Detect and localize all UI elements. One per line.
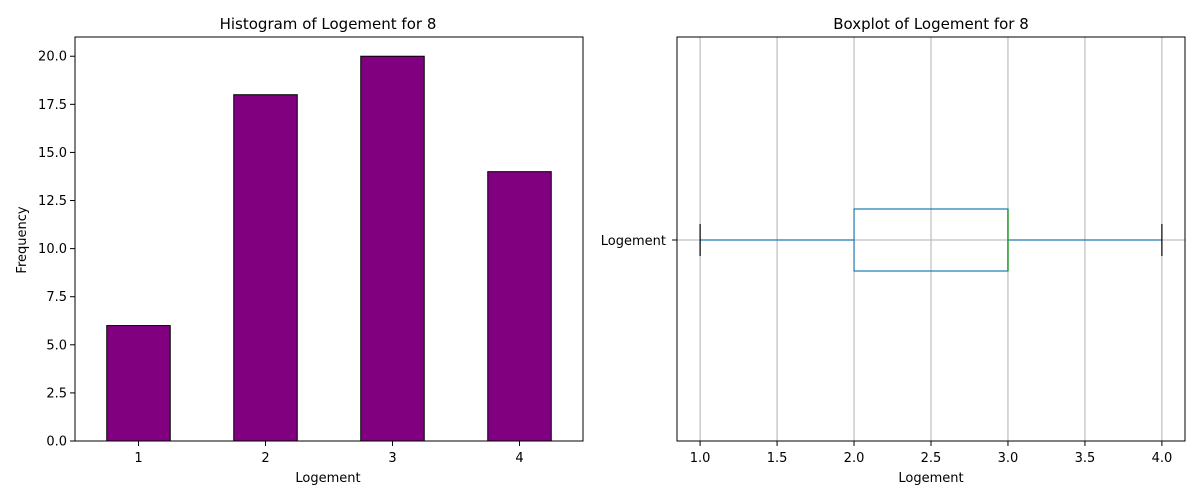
histogram-y-tick-label: 0.0 xyxy=(46,435,67,450)
boxplot-x-tick-label: 3.5 xyxy=(1075,451,1096,466)
boxplot-x-tick-label: 1.5 xyxy=(767,451,788,466)
histogram-y-tick-label: 20.0 xyxy=(38,50,67,65)
boxplot-x-axis-label: Logement xyxy=(898,471,963,486)
histogram-y-tick-label: 10.0 xyxy=(38,242,67,257)
histogram-bar xyxy=(233,94,298,442)
histogram-x-axis-label: Logement xyxy=(295,471,360,486)
histogram-y-tick-label: 2.5 xyxy=(46,386,67,401)
histogram-y-tick-label: 12.5 xyxy=(38,194,67,209)
boxplot-x-tick-label: 3.0 xyxy=(998,451,1019,466)
boxplot-title: Boxplot of Logement for 8 xyxy=(833,15,1029,33)
histogram-x-tick-label: 2 xyxy=(261,451,269,466)
boxplot-x-tick-label: 1.0 xyxy=(690,451,711,466)
histogram-x-tick-label: 3 xyxy=(388,451,396,466)
histogram-y-tick-label: 15.0 xyxy=(38,146,67,161)
histogram-y-tick-label: 5.0 xyxy=(46,338,67,353)
histogram-bar xyxy=(106,325,171,442)
histogram-x-tick-label: 1 xyxy=(134,451,142,466)
histogram-x-ticks: 1 2 3 4 xyxy=(134,441,524,466)
histogram-y-ticks: 0.0 2.5 5.0 7.5 10.0 12.5 15.0 17.5 20.0 xyxy=(38,50,75,450)
boxplot-x-tick-label: 4.0 xyxy=(1152,451,1173,466)
boxplot-plot-frame xyxy=(676,36,1186,442)
histogram-x-tick-label: 4 xyxy=(515,451,523,466)
histogram-plot-frame xyxy=(74,36,584,442)
histogram-y-tick-label: 17.5 xyxy=(38,98,67,113)
boxplot-chart: Boxplot of Logement for 8 1.0 1.5 2.0 2.5 3.… xyxy=(601,15,1186,486)
histogram-y-tick-label: 7.5 xyxy=(46,290,67,305)
boxplot-x-tick-label: 2.5 xyxy=(921,451,942,466)
boxplot-x-tick-label: 2.0 xyxy=(844,451,865,466)
histogram-bar xyxy=(360,55,425,442)
histogram-bars xyxy=(106,55,552,442)
histogram-bar xyxy=(487,171,552,442)
histogram-chart: Histogram of Logement for 8 0.0 2.5 5.0 7.5… xyxy=(15,15,584,486)
boxplot-category-label: Logement xyxy=(601,234,666,249)
histogram-y-axis-label: Frequency xyxy=(15,206,30,273)
boxplot-shape xyxy=(699,208,1163,272)
histogram-title: Histogram of Logement for 8 xyxy=(220,15,437,33)
boxplot-x-ticks: 1.0 1.5 2.0 2.5 3.0 3.5 4.0 xyxy=(690,441,1173,466)
